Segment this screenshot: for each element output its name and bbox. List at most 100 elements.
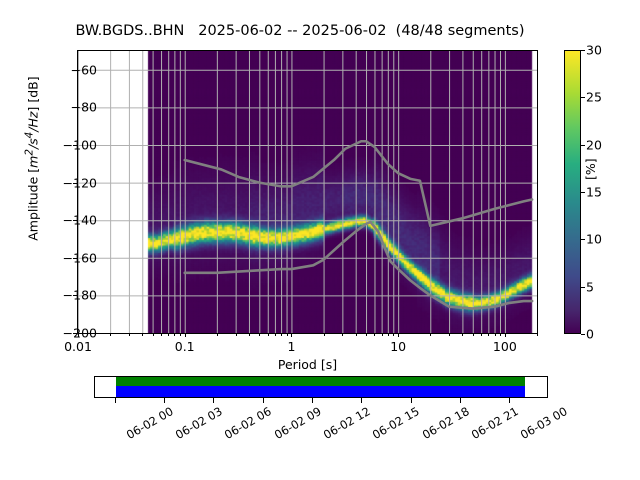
x-tick-mark <box>473 333 474 336</box>
x-tick-mark <box>382 333 383 336</box>
y-tick-mark <box>73 258 77 259</box>
x-tick-label: 10 <box>390 339 407 354</box>
x-tick-mark <box>168 333 169 336</box>
x-tick-mark <box>217 333 218 336</box>
timeline-tick-mark <box>361 398 362 403</box>
x-tick-mark <box>142 333 143 336</box>
y-tick-label: −120 <box>62 175 97 191</box>
x-tick-mark <box>393 333 394 336</box>
x-tick-mark <box>249 333 250 336</box>
x-tick-mark <box>185 333 186 337</box>
timeline-tick-mark <box>263 398 264 403</box>
colorbar-tick-mark <box>581 287 585 288</box>
timeline-tick-label: 06-02 09 <box>271 404 324 442</box>
page-title: BW.BGDS..BHN 2025-06-02 -- 2025-06-02 (4… <box>75 23 525 39</box>
x-tick-mark <box>161 333 162 336</box>
psd-segments-band <box>115 386 525 397</box>
x-tick-mark <box>259 333 260 336</box>
y-tick-label: −140 <box>62 212 97 228</box>
x-tick-mark <box>366 333 367 336</box>
timeline-tick-mark <box>509 398 510 403</box>
timeline-tick-label: 06-02 03 <box>173 404 225 442</box>
timeline-tick-mark <box>164 398 165 403</box>
y-tick-mark <box>73 145 77 146</box>
ppsd-histogram-canvas <box>78 51 537 333</box>
x-tick-mark <box>388 333 389 336</box>
timeline-tick-label: 06-02 06 <box>222 404 275 442</box>
x-tick-label: 1 <box>287 339 296 354</box>
x-tick-mark <box>342 333 343 336</box>
x-tick-mark <box>488 333 489 336</box>
x-tick-mark <box>462 333 463 336</box>
x-tick-mark <box>287 333 288 336</box>
x-tick-mark <box>110 333 111 336</box>
colorbar-tick-label: 20 <box>586 137 602 153</box>
colorbar-tick-label: 15 <box>586 184 602 200</box>
x-tick-mark <box>129 333 130 336</box>
x-tick-mark <box>268 333 269 336</box>
x-tick-mark <box>495 333 496 336</box>
y-tick-mark <box>73 333 77 334</box>
x-tick-label: 100 <box>492 339 517 354</box>
y-tick-label: −200 <box>62 325 97 341</box>
colorbar <box>564 50 581 334</box>
y-tick-label: −60 <box>70 62 97 78</box>
x-tick-mark <box>356 333 357 336</box>
noise-model-curves <box>183 139 534 310</box>
colorbar-tick-label: 30 <box>586 42 602 58</box>
timeline-tick-mark <box>213 398 214 403</box>
x-tick-mark <box>537 333 538 336</box>
x-tick-mark <box>236 333 237 336</box>
colorbar-tick-mark <box>581 334 585 335</box>
colorbar-tick-label: 10 <box>586 231 602 247</box>
y-tick-mark <box>73 70 77 71</box>
y-tick-mark <box>73 107 77 108</box>
x-tick-mark <box>174 333 175 336</box>
x-tick-mark <box>449 333 450 336</box>
timeline-tick-label: 06-03 00 <box>518 404 570 442</box>
x-tick-mark <box>374 333 375 336</box>
timeline-tick-label: 06-02 21 <box>468 404 521 442</box>
y-tick-label: −160 <box>62 250 97 266</box>
colorbar-tick-mark <box>581 50 585 51</box>
grid-lines <box>78 51 537 333</box>
x-tick-mark <box>430 333 431 336</box>
timeline-tick-mark <box>115 398 116 403</box>
y-tick-label: −80 <box>70 99 97 115</box>
x-tick-label: 0.01 <box>64 339 92 354</box>
x-tick-mark <box>505 333 506 337</box>
x-tick-mark <box>275 333 276 336</box>
timeline-tick-mark <box>411 398 412 403</box>
y-axis-label: Amplitude [m2/s4/Hz] [dB] <box>23 76 41 241</box>
x-tick-mark <box>481 333 482 336</box>
timeline-tick-label: 06-02 15 <box>370 404 423 442</box>
x-tick-mark <box>78 333 79 337</box>
timeline-tick-mark <box>460 398 461 403</box>
x-tick-mark <box>291 333 292 337</box>
colorbar-tick-mark <box>581 192 585 193</box>
ppsd-plot-area <box>77 50 538 334</box>
colorbar-label: [%] <box>583 158 598 180</box>
x-axis-label: Period [s] <box>277 357 338 372</box>
x-tick-mark <box>153 333 154 336</box>
colorbar-tick-mark <box>581 145 585 146</box>
y-tick-label: −180 <box>62 287 97 303</box>
timeline-tick-label: 06-02 18 <box>419 404 472 442</box>
colorbar-tick-label: 25 <box>586 89 602 105</box>
x-tick-mark <box>324 333 325 336</box>
data-coverage-band <box>115 377 525 386</box>
timeline-tick-mark <box>312 398 313 403</box>
timeline-tick-label: 06-02 00 <box>123 404 176 442</box>
y-tick-mark <box>73 220 77 221</box>
x-tick-mark <box>500 333 501 336</box>
y-tick-mark <box>73 295 77 296</box>
timeline-tick-label: 06-02 12 <box>320 404 373 442</box>
x-tick-mark <box>398 333 399 337</box>
x-tick-mark <box>180 333 181 336</box>
colorbar-tick-label: 5 <box>586 279 594 295</box>
x-tick-mark <box>281 333 282 336</box>
timeline-plot-area <box>94 376 548 398</box>
colorbar-tick-mark <box>581 97 585 98</box>
y-tick-label: −100 <box>62 137 97 153</box>
